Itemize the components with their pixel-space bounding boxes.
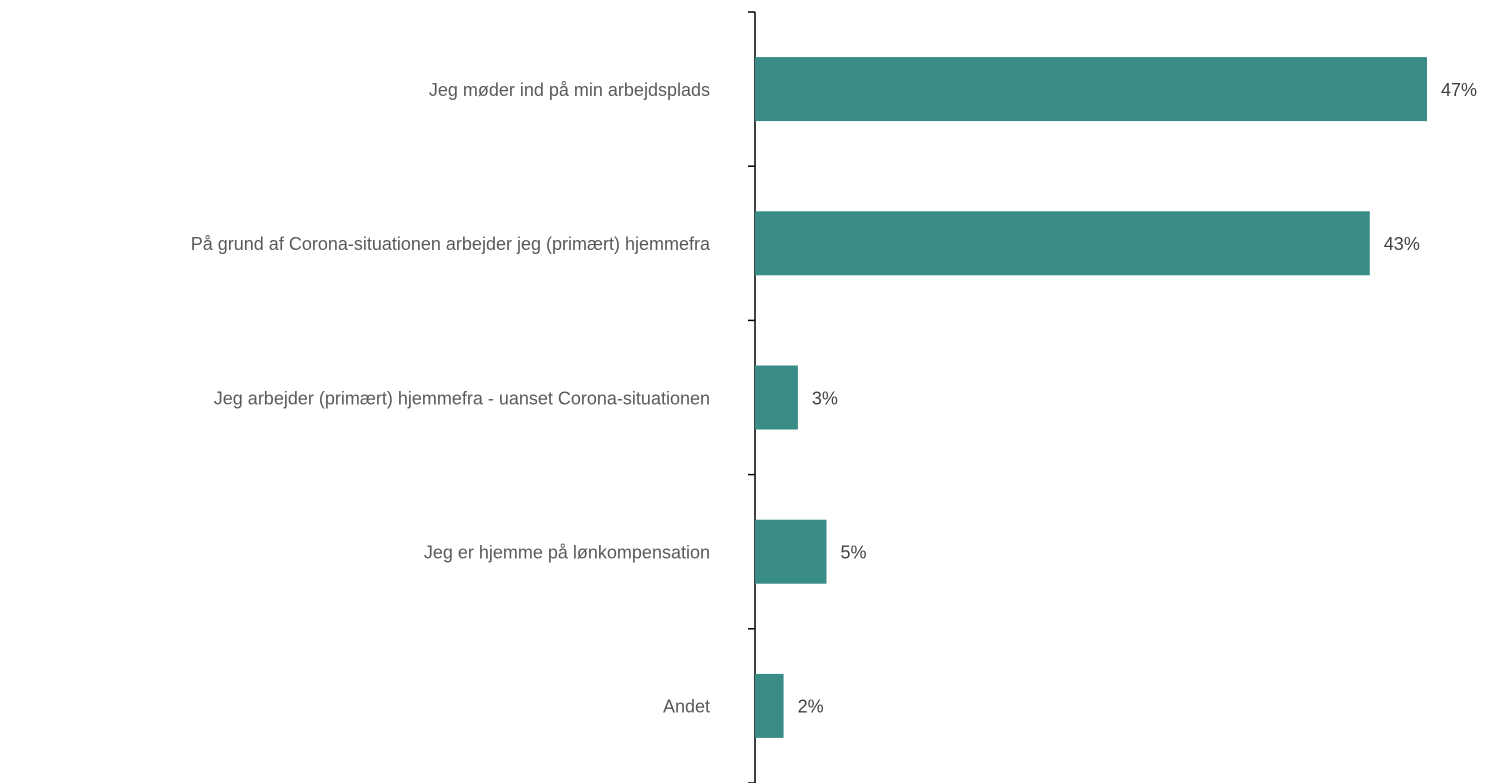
category-label: Jeg møder ind på min arbejdsplads	[429, 80, 710, 100]
bar	[755, 673, 784, 738]
category-label: Jeg er hjemme på lønkompensation	[424, 542, 710, 562]
bar	[755, 519, 827, 584]
bar	[755, 57, 1427, 122]
category-label: På grund af Corona-situationen arbejder …	[191, 234, 711, 254]
bar	[755, 211, 1370, 276]
value-label: 2%	[798, 697, 824, 717]
value-label: 5%	[840, 542, 866, 562]
value-label: 3%	[812, 388, 838, 408]
category-label: Jeg arbejder (primært) hjemmefra - uanse…	[214, 388, 710, 408]
category-label: Andet	[663, 697, 710, 717]
value-label: 47%	[1441, 80, 1477, 100]
bar	[755, 365, 798, 430]
value-label: 43%	[1384, 234, 1420, 254]
